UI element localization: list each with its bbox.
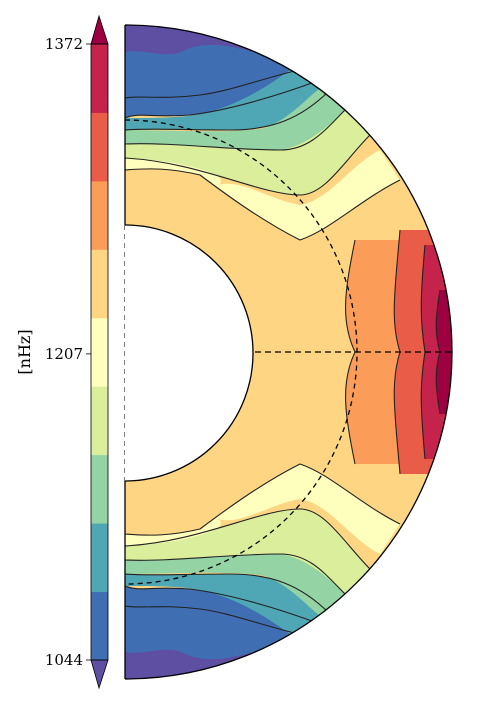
colorbar-band	[91, 180, 108, 250]
colorbar-frame	[90, 43, 109, 661]
colorbar-tick-label: 1207	[45, 345, 83, 363]
outer-boundary	[124, 24, 453, 680]
colorbar-band	[91, 112, 108, 182]
colorbar-band	[91, 454, 108, 524]
meridional-plane	[124, 24, 453, 680]
colorbar-band	[91, 44, 108, 113]
contour-band-top-2	[125, 44, 320, 118]
colorbar-ticks: 1044 1207 1372	[45, 35, 91, 669]
colorbar-top-extend	[90, 14, 109, 45]
contour-band-eq-4	[436, 290, 452, 414]
contour-band-bottom-4	[125, 554, 345, 616]
contour-band-top-3	[125, 70, 330, 130]
contour-band-top-6	[125, 150, 400, 240]
colorbar-band	[91, 591, 108, 661]
colorbar-band	[91, 317, 108, 387]
contour-band-bottom-5	[125, 509, 370, 594]
colorbar-tick-label: 1044	[45, 651, 83, 669]
inner-boundary	[124, 224, 254, 482]
contour-band-top-4	[125, 88, 345, 150]
contour-band-bottom-3	[125, 574, 330, 634]
contour-band-top-5	[125, 110, 370, 195]
colorbar-bottom-extend	[90, 659, 109, 690]
colorbar-label: [nHz]	[15, 329, 34, 374]
colorbar-tick-label: 1372	[45, 35, 83, 53]
colorbar-band	[91, 249, 108, 319]
contour-band-bottom-6	[125, 464, 400, 554]
contour-band-bottom-2	[125, 586, 320, 660]
colorbar: 1044 1207 1372 [nHz]	[15, 14, 109, 690]
colorbar-bands	[91, 44, 108, 661]
colorbar-band	[91, 386, 108, 456]
colorbar-band	[91, 523, 108, 593]
